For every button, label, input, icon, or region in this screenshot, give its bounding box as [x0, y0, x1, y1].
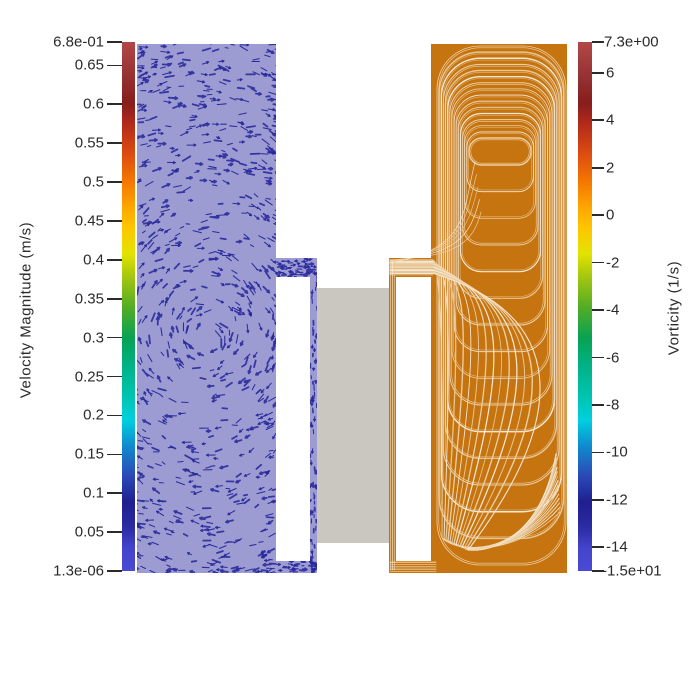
vorticity-tick-label: -8 [606, 396, 620, 414]
vorticity-tick-mark [592, 72, 604, 74]
vorticity-tick-label: -2 [606, 254, 620, 272]
velocity-tick-label: 0.45 [74, 212, 104, 230]
vorticity-tick-label: -6 [606, 349, 620, 366]
velocity-tick-label: 0.2 [83, 406, 104, 424]
vorticity-tick-label: -4 [606, 301, 620, 319]
vorticity-tick-label: 6 [606, 64, 615, 82]
velocity-min-label: 1.3e-06 [53, 562, 104, 580]
vorticity-min-label: -1.5e+01 [602, 562, 662, 580]
vorticity-tick-mark [592, 41, 604, 43]
velocity-tick-mark [107, 259, 122, 261]
velocity-tick-label: 0.1 [83, 484, 104, 502]
velocity-tick-label: 0.65 [74, 56, 104, 74]
vorticity-tick-mark [592, 166, 604, 169]
velocity-tick-mark [107, 103, 122, 106]
velocity-tick-label: 0.6 [83, 95, 104, 113]
vorticity-colorbar-title: Vorticity (1/s) [665, 260, 683, 356]
velocity-max-label: 6.8e-01 [53, 33, 104, 51]
vorticity-tick-mark [592, 451, 604, 454]
vorticity-max-label: 7.3e+00 [604, 33, 659, 51]
velocity-glyphs [137, 44, 317, 573]
right-chamber-domain [389, 44, 567, 573]
velocity-tick-mark [107, 64, 122, 67]
velocity-colorbar-title: Velocity Magnitude (m/s) [17, 221, 35, 399]
velocity-tick-mark [107, 142, 122, 144]
velocity-tick-mark [107, 492, 122, 494]
vorticity-tick-label: -14 [606, 538, 628, 556]
velocity-tick-label: 0.4 [83, 251, 104, 269]
left-chamber-domain [137, 44, 317, 573]
vorticity-tick-label: -10 [606, 443, 628, 461]
vorticity-tick-label: 2 [606, 159, 615, 177]
velocity-tick-mark [107, 181, 122, 183]
vorticity-tick-label: -12 [606, 491, 628, 509]
vorticity-tick-mark [592, 356, 604, 359]
vorticity-tick-mark [592, 499, 604, 501]
vorticity-tick-mark [592, 261, 604, 264]
velocity-tick-label: 0.55 [74, 134, 104, 152]
velocity-tick-mark [107, 220, 122, 222]
velocity-tick-label: 0.05 [74, 523, 104, 541]
velocity-colorbar-gradient [122, 42, 135, 571]
velocity-tick-mark [107, 336, 122, 339]
velocity-tick-label: 0.15 [74, 445, 104, 463]
velocity-tick-mark [107, 41, 122, 43]
vorticity-tick-label: 4 [606, 111, 615, 129]
velocity-tick-label: 0.3 [83, 329, 104, 347]
obstacle-block [317, 288, 390, 543]
velocity-tick-mark [107, 297, 122, 300]
vorticity-tick-mark [592, 570, 604, 572]
vorticity-streamlines [389, 45, 567, 572]
vorticity-tick-mark [592, 214, 604, 216]
vorticity-tick-mark [592, 404, 604, 406]
velocity-tick-mark [107, 453, 122, 456]
velocity-tick-mark [107, 414, 122, 417]
vorticity-tick-label: 0 [606, 206, 615, 224]
vorticity-colorbar-gradient [578, 42, 592, 571]
velocity-tick-label: 0.35 [74, 290, 104, 308]
velocity-tick-mark [107, 570, 122, 572]
vorticity-tick-mark [592, 546, 604, 549]
velocity-tick-label: 0.25 [74, 368, 104, 385]
velocity-tick-mark [107, 375, 122, 378]
vorticity-tick-mark [592, 309, 604, 311]
velocity-tick-label: 0.5 [83, 173, 104, 191]
vorticity-tick-mark [592, 119, 604, 122]
velocity-tick-mark [107, 531, 122, 533]
